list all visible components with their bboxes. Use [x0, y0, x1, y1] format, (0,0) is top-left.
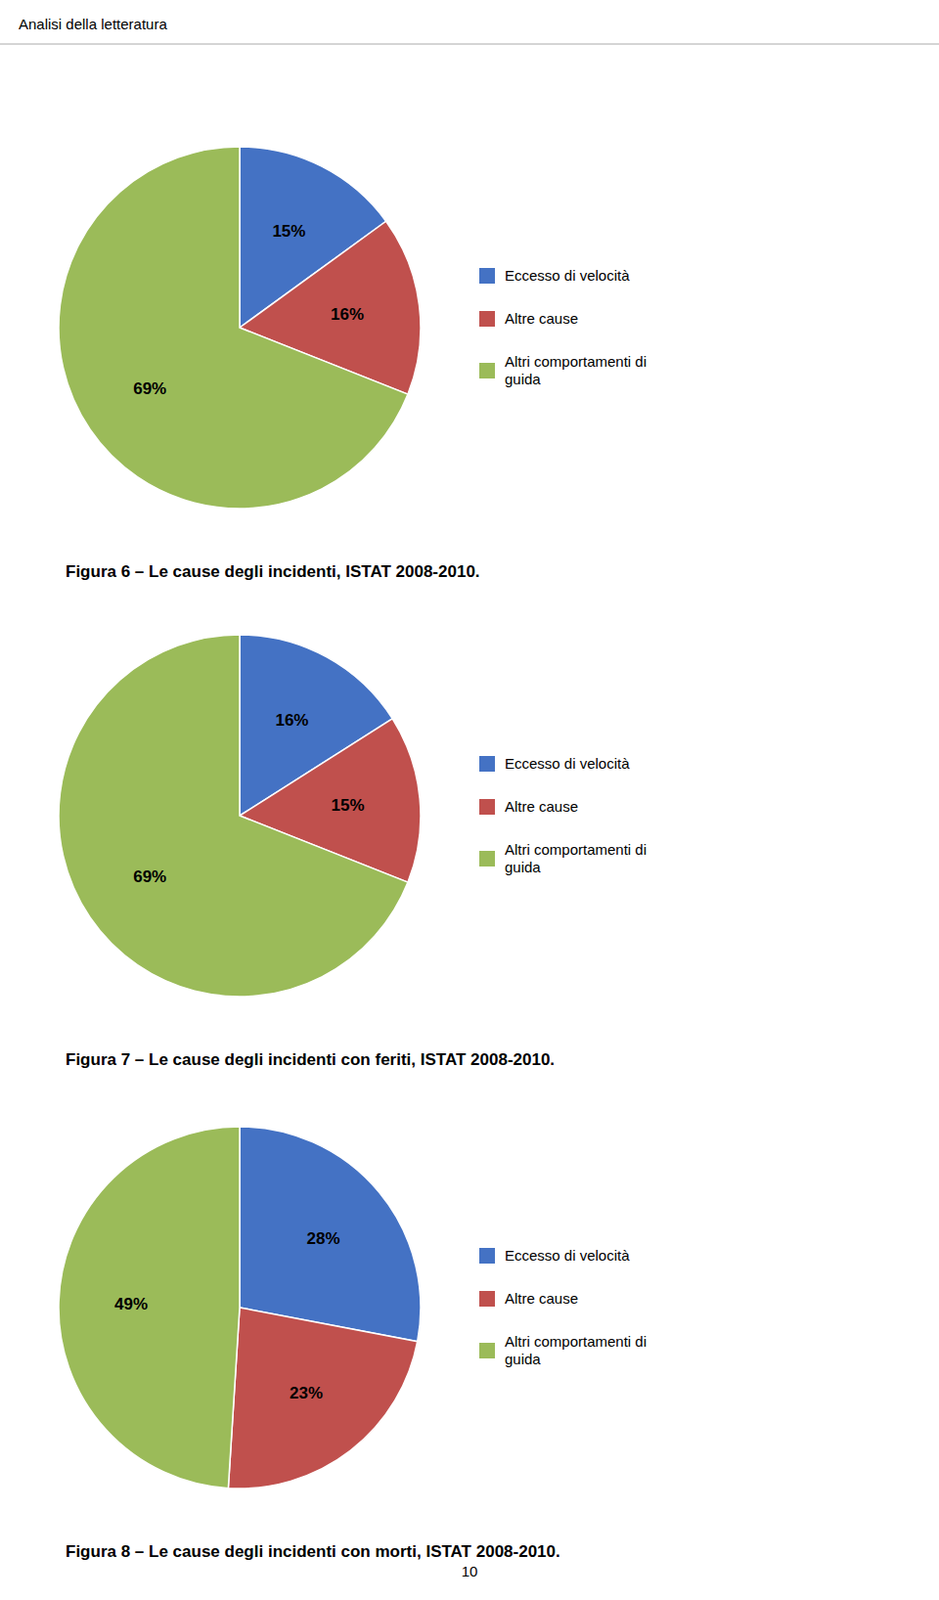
pie-slice — [227, 1307, 417, 1489]
header-rule — [0, 44, 939, 45]
pie-chart: 16% 15% 69% Eccesso di velocità Altre cause A… — [58, 634, 647, 1070]
page-number: 10 — [461, 1563, 479, 1580]
legend-swatch — [479, 850, 495, 867]
caption: Figura 8 – Le cause degli incidenti con … — [65, 1542, 561, 1562]
data-label: 23% — [289, 1384, 323, 1403]
header: Analisi della letteratura — [18, 15, 168, 33]
data-label: 15% — [271, 222, 306, 241]
legend-item: Altri comportamenti diguida — [479, 1333, 647, 1368]
legend-item: Altri comportamenti diguida — [479, 841, 647, 876]
pie-chart: 28% 23% 49% Eccesso di velocità Altre cause A… — [58, 1126, 647, 1562]
legend-label-line: Eccesso di velocità — [504, 755, 630, 772]
legend-label-line: Altri comportamenti di — [504, 353, 647, 370]
slices — [58, 634, 421, 997]
legend-label: Altre cause — [504, 1290, 579, 1307]
legend-item: Eccesso di velocità — [479, 1247, 630, 1264]
legend-label-line: Altre cause — [504, 1290, 579, 1307]
page: Analisi della letteratura 10 15% 16% 69% Ecce… — [0, 0, 939, 1600]
legend-label: Eccesso di velocità — [504, 755, 630, 772]
legend-label: Altre cause — [504, 798, 579, 815]
data-label: 69% — [133, 867, 167, 887]
slice-labels: 15% 16% 69% — [133, 222, 364, 399]
legend-label: Altre cause — [504, 310, 579, 327]
legend-label-line: Altre cause — [504, 310, 579, 327]
legend-label-line: guida — [504, 1350, 541, 1368]
legend-swatch — [479, 1248, 495, 1264]
legend-label-line: guida — [504, 370, 541, 388]
data-label: 49% — [114, 1295, 148, 1314]
legend-label: Eccesso di velocità — [504, 267, 630, 284]
caption: Figura 6 – Le cause degli incidenti, IST… — [65, 562, 481, 582]
slice-labels: 16% 15% 69% — [133, 711, 364, 887]
legend-item: Altri comportamenti diguida — [479, 353, 647, 388]
pie-chart: 15% 16% 69% Eccesso di velocità Altre cause A… — [58, 146, 647, 582]
legend-item: Altre cause — [479, 310, 579, 327]
data-label: 28% — [307, 1229, 341, 1249]
legend-label: Eccesso di velocità — [504, 1247, 630, 1264]
pie-slice — [58, 146, 408, 509]
legend-label-line: guida — [504, 858, 541, 876]
legend-swatch — [479, 799, 495, 815]
legend-label: Altri comportamenti diguida — [504, 841, 647, 876]
pie-slice — [58, 1126, 240, 1489]
legend-item: Eccesso di velocità — [479, 267, 630, 284]
slice-labels: 28% 23% 49% — [114, 1229, 341, 1403]
slices — [58, 146, 421, 509]
legend: Eccesso di velocità Altre cause Altri comp… — [479, 267, 647, 388]
legend-swatch — [479, 1342, 495, 1359]
legend-swatch — [479, 1291, 495, 1307]
legend-label-line: Eccesso di velocità — [504, 1247, 630, 1264]
data-label: 15% — [330, 796, 364, 815]
legend-label-line: Altre cause — [504, 798, 579, 815]
legend-label: Altri comportamenti diguida — [504, 1333, 647, 1368]
data-label: 69% — [133, 379, 167, 399]
legend: Eccesso di velocità Altre cause Altri comp… — [479, 1247, 647, 1368]
legend-swatch — [479, 756, 495, 772]
caption: Figura 7 – Le cause degli incidenti con … — [65, 1050, 555, 1070]
data-label: 16% — [274, 711, 309, 730]
legend-swatch — [479, 362, 495, 379]
legend-swatch — [479, 311, 495, 327]
pie-slice — [58, 634, 408, 997]
legend-item: Altre cause — [479, 1290, 579, 1307]
legend-item: Altre cause — [479, 798, 579, 815]
slices — [58, 1126, 421, 1489]
legend-swatch — [479, 268, 495, 284]
data-label: 16% — [330, 305, 364, 324]
legend: Eccesso di velocità Altre cause Altri comp… — [479, 755, 647, 876]
legend-label: Altri comportamenti diguida — [504, 353, 647, 388]
legend-label-line: Altri comportamenti di — [504, 841, 647, 858]
pie-slice — [239, 1126, 421, 1342]
legend-item: Eccesso di velocità — [479, 755, 630, 772]
legend-label-line: Eccesso di velocità — [504, 267, 630, 284]
legend-label-line: Altri comportamenti di — [504, 1333, 647, 1350]
